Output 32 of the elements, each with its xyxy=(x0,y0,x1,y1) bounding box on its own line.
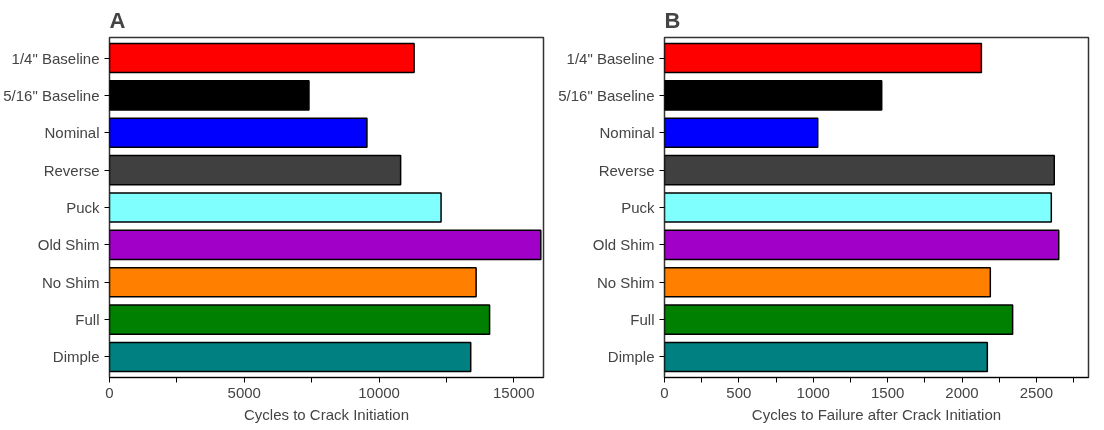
y-tick-label: Full xyxy=(75,311,100,329)
y-tick-label: Puck xyxy=(66,199,100,216)
x-tick-label: 15000 xyxy=(492,383,535,401)
y-tick-label: No Shim xyxy=(41,273,100,291)
y-tick-label: Dimple xyxy=(52,348,100,366)
x-tick-label: 5000 xyxy=(227,383,261,401)
y-tick-label: No Shim xyxy=(596,273,655,291)
y-tick-label: Nominal xyxy=(599,124,655,142)
x-tick-label: 500 xyxy=(726,383,752,401)
y-tick-label: Nominal xyxy=(44,124,100,142)
y-tick-label: Reverse xyxy=(43,161,100,179)
chart-title: B xyxy=(664,7,681,33)
x-tick-label: 0 xyxy=(105,383,114,401)
y-tick-label: Old Shim xyxy=(37,236,100,254)
y-tick-label: 5/16" Baseline xyxy=(558,86,655,104)
y-tick-label: Dimple xyxy=(607,348,655,366)
x-tick-label: 0 xyxy=(660,383,669,401)
x-tick-label: 1000 xyxy=(796,383,830,401)
y-tick-label: Puck xyxy=(621,199,655,216)
y-tick-label: Full xyxy=(630,311,655,329)
x-axis-title: Cycles to Crack Initiation xyxy=(243,405,410,423)
y-tick-label: Old Shim xyxy=(592,236,655,254)
x-tick-label: 2500 xyxy=(1019,383,1054,401)
y-tick-label: 5/16" Baseline xyxy=(3,86,100,104)
x-axis-title: Cycles to Failure after Crack Initiation xyxy=(751,405,1002,423)
x-tick-label: 10000 xyxy=(358,383,400,401)
x-tick-label: 2000 xyxy=(945,383,979,401)
y-tick-label: 1/4" Baseline xyxy=(11,49,100,67)
y-tick-label: 1/4" Baseline xyxy=(566,49,655,67)
x-tick-label: 1500 xyxy=(870,383,905,401)
y-tick-label: Reverse xyxy=(598,161,655,179)
chart-title: A xyxy=(109,7,126,33)
